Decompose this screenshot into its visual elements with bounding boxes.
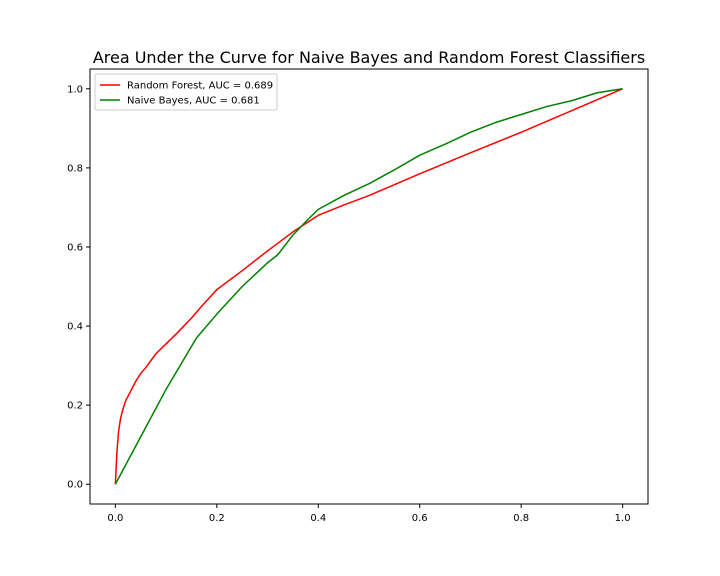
y-tick-label: 0.0 xyxy=(67,480,83,491)
y-tick-label: 0.2 xyxy=(67,401,83,412)
y-axis: 0.0 0.2 0.4 0.6 0.8 1.0 xyxy=(67,84,90,491)
chart-title: Area Under the Curve for Naive Bayes and… xyxy=(93,48,645,67)
series-layer xyxy=(114,88,623,485)
random-forest-line xyxy=(114,88,623,485)
x-tick-label: 1.0 xyxy=(615,513,631,524)
plot-area xyxy=(89,68,649,505)
legend: Random Forest, AUC = 0.689 Naive Bayes, A… xyxy=(94,73,278,111)
y-tick-label: 0.8 xyxy=(67,163,83,174)
x-tick-label: 0.2 xyxy=(209,513,225,524)
y-tick-label: 1.0 xyxy=(67,84,83,95)
x-tick-label: 0.4 xyxy=(310,513,326,524)
x-tick-label: 0.8 xyxy=(513,513,529,524)
naive-bayes-legend-label: Naive Bayes, AUC = 0.681 xyxy=(127,96,260,107)
x-tick-label: 0.6 xyxy=(412,513,428,524)
y-tick-label: 0.6 xyxy=(67,242,83,253)
x-axis: 0.0 0.2 0.4 0.6 0.8 1.0 xyxy=(107,504,631,524)
y-tick-label: 0.4 xyxy=(67,322,83,333)
x-tick-label: 0.0 xyxy=(107,513,123,524)
random-forest-legend-label: Random Forest, AUC = 0.689 xyxy=(127,81,273,92)
naive-bayes-line xyxy=(114,88,623,485)
legend-box xyxy=(94,73,278,111)
